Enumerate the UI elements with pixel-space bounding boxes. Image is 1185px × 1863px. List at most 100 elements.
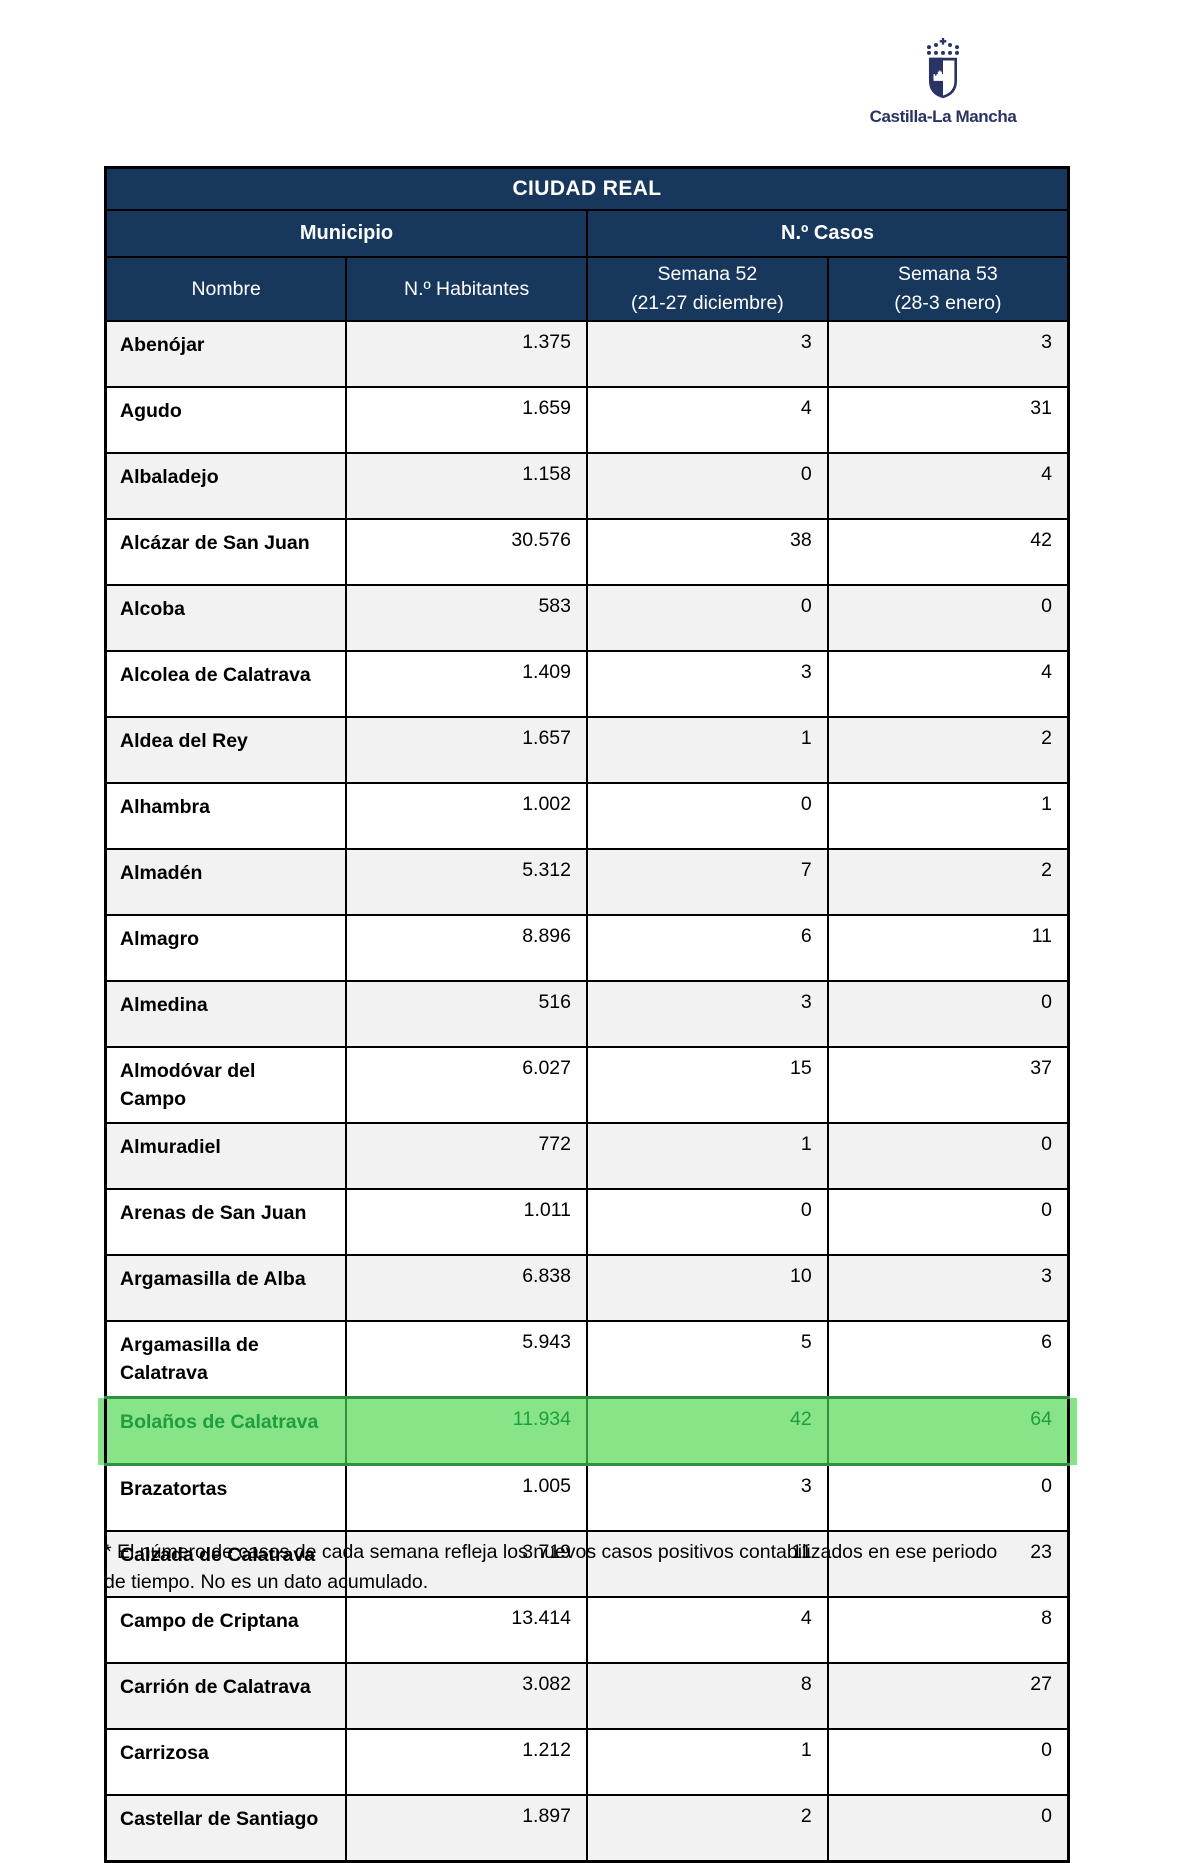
habitantes-cell: 1.657 [345, 716, 588, 784]
semana52-cell: 5 [586, 1320, 829, 1399]
semana53-cell: 8 [826, 1596, 1070, 1664]
cases-table: CIUDAD REAL Municipio N.º Casos Nombre N… [104, 166, 1070, 1863]
castilla-la-mancha-shield-icon [926, 38, 960, 99]
table-row: Argamasilla de Alba 6.838 10 3 [104, 1254, 1070, 1322]
habitantes-cell: 8.896 [345, 914, 588, 982]
logo-wordmark: Castilla-La Mancha [869, 107, 1017, 126]
semana53-cell: 0 [826, 1728, 1070, 1796]
table-row: Alhambra 1.002 0 1 [104, 782, 1070, 850]
semana52-cell: 10 [586, 1254, 829, 1322]
habitantes-cell: 5.943 [345, 1320, 588, 1399]
habitantes-cell: 6.838 [345, 1254, 588, 1322]
habitantes-cell: 1.409 [345, 650, 588, 718]
table-row: Alcolea de Calatrava 1.409 3 4 [104, 650, 1070, 718]
municipality-name-cell: Bolaños de Calatrava [104, 1396, 348, 1466]
table-row: Aldea del Rey 1.657 1 2 [104, 716, 1070, 784]
municipality-name-cell: Castellar de Santiago [104, 1794, 348, 1863]
semana52-cell: 3 [586, 650, 829, 718]
table-row: Alcoba 583 0 0 [104, 584, 1070, 652]
semana53-cell: 23 [826, 1530, 1070, 1598]
semana53-cell: 2 [826, 848, 1070, 916]
table-row: Albaladejo 1.158 0 4 [104, 452, 1070, 520]
habitantes-cell: 1.375 [345, 320, 588, 388]
table-row: Calzada de Calatrava 3.719 11 23 [104, 1530, 1070, 1598]
semana52-cell: 7 [586, 848, 829, 916]
municipality-name-cell: Almodóvar del Campo [104, 1046, 348, 1124]
semana52-cell: 11 [586, 1530, 829, 1598]
habitantes-cell: 1.897 [345, 1794, 588, 1863]
habitantes-cell: 583 [345, 584, 588, 652]
habitantes-cell: 516 [345, 980, 588, 1048]
municipality-name-cell: Argamasilla de Alba [104, 1254, 348, 1322]
semana53-cell: 42 [826, 518, 1070, 586]
col-header-nombre: Nombre [104, 256, 348, 322]
municipality-name-cell: Campo de Criptana [104, 1596, 348, 1664]
table-row-highlighted: Bolaños de Calatrava 11.934 42 64 [104, 1396, 1070, 1466]
semana53-cell: 0 [826, 1794, 1070, 1863]
municipality-name-cell: Albaladejo [104, 452, 348, 520]
semana52-cell: 4 [586, 386, 829, 454]
table-row: Abenójar 1.375 3 3 [104, 320, 1070, 388]
habitantes-cell: 1.011 [345, 1188, 588, 1256]
semana53-cell: 64 [826, 1396, 1070, 1466]
footnote: * El número de casos de cada semana refl… [104, 1541, 998, 1593]
municipality-name-cell: Agudo [104, 386, 348, 454]
municipality-name-cell: Alcoba [104, 584, 348, 652]
col-header-habitantes: N.º Habitantes [345, 256, 588, 322]
semana52-cell: 38 [586, 518, 829, 586]
semana53-cell: 27 [826, 1662, 1070, 1730]
semana52-cell: 1 [586, 1122, 829, 1190]
table-row: Almadén 5.312 7 2 [104, 848, 1070, 916]
municipality-name-cell: Arenas de San Juan [104, 1188, 348, 1256]
table-row: Arenas de San Juan 1.011 0 0 [104, 1188, 1070, 1256]
semana53-cell: 6 [826, 1320, 1070, 1399]
municipality-name-cell: Almuradiel [104, 1122, 348, 1190]
municipality-name-cell: Brazatortas [104, 1463, 348, 1532]
habitantes-cell: 772 [345, 1122, 588, 1190]
semana52-cell: 3 [586, 1463, 829, 1532]
semana53-cell: 0 [826, 980, 1070, 1048]
semana53-cell: 37 [826, 1046, 1070, 1124]
semana52-cell: 15 [586, 1046, 829, 1124]
group-header-casos: N.º Casos [586, 209, 1070, 258]
table-body: Abenójar 1.375 3 3 Agudo 1.659 4 31 Albaladejo 1.… [104, 320, 1070, 1863]
semana52-cell: 0 [586, 782, 829, 850]
municipality-name-cell: Almedina [104, 980, 348, 1048]
semana52-cell: 3 [586, 980, 829, 1048]
semana53-cell: 1 [826, 782, 1070, 850]
habitantes-cell: 5.312 [345, 848, 588, 916]
table-title: CIUDAD REAL [104, 166, 1070, 211]
habitantes-cell: 1.002 [345, 782, 588, 850]
semana53-cell: 4 [826, 452, 1070, 520]
semana52-cell: 42 [586, 1396, 829, 1466]
semana52-cell: 8 [586, 1662, 829, 1730]
habitantes-cell: 6.027 [345, 1046, 588, 1124]
semana52-cell: 1 [586, 716, 829, 784]
habitantes-cell: 3.082 [345, 1662, 588, 1730]
municipality-name-cell: Calzada de Calatrava [104, 1530, 348, 1598]
municipality-name-cell: Alhambra [104, 782, 348, 850]
semana53-cell: 3 [826, 1254, 1070, 1322]
municipality-name-cell: Alcázar de San Juan [104, 518, 348, 586]
semana52-cell: 0 [586, 452, 829, 520]
table-row: Campo de Criptana 13.414 4 8 [104, 1596, 1070, 1664]
page: { "logo": { "wordmark": "Castilla-La Man… [104, 38, 1070, 1863]
semana53-cell: 0 [826, 584, 1070, 652]
municipality-name-cell: Carrión de Calatrava [104, 1662, 348, 1730]
col-header-semana52: Semana 52 (21-27 diciembre) [586, 256, 829, 322]
semana53-cell: 2 [826, 716, 1070, 784]
table-row: Almuradiel 772 1 0 [104, 1122, 1070, 1190]
table-row: Almagro 8.896 6 11 [104, 914, 1070, 982]
castilla-la-mancha-logo: Castilla-La Mancha [868, 38, 1018, 127]
habitantes-cell: 1.158 [345, 452, 588, 520]
semana52-cell: 2 [586, 1794, 829, 1863]
semana53-cell: 0 [826, 1122, 1070, 1190]
municipality-name-cell: Abenójar [104, 320, 348, 388]
habitantes-cell: 1.005 [345, 1463, 588, 1532]
municipality-name-cell: Argamasilla de Calatrava [104, 1320, 348, 1399]
semana52-cell: 0 [586, 1188, 829, 1256]
table-row: Castellar de Santiago 1.897 2 0 [104, 1794, 1070, 1863]
municipality-name-cell: Almadén [104, 848, 348, 916]
table-row: Carrizosa 1.212 1 0 [104, 1728, 1070, 1796]
semana52-cell: 1 [586, 1728, 829, 1796]
